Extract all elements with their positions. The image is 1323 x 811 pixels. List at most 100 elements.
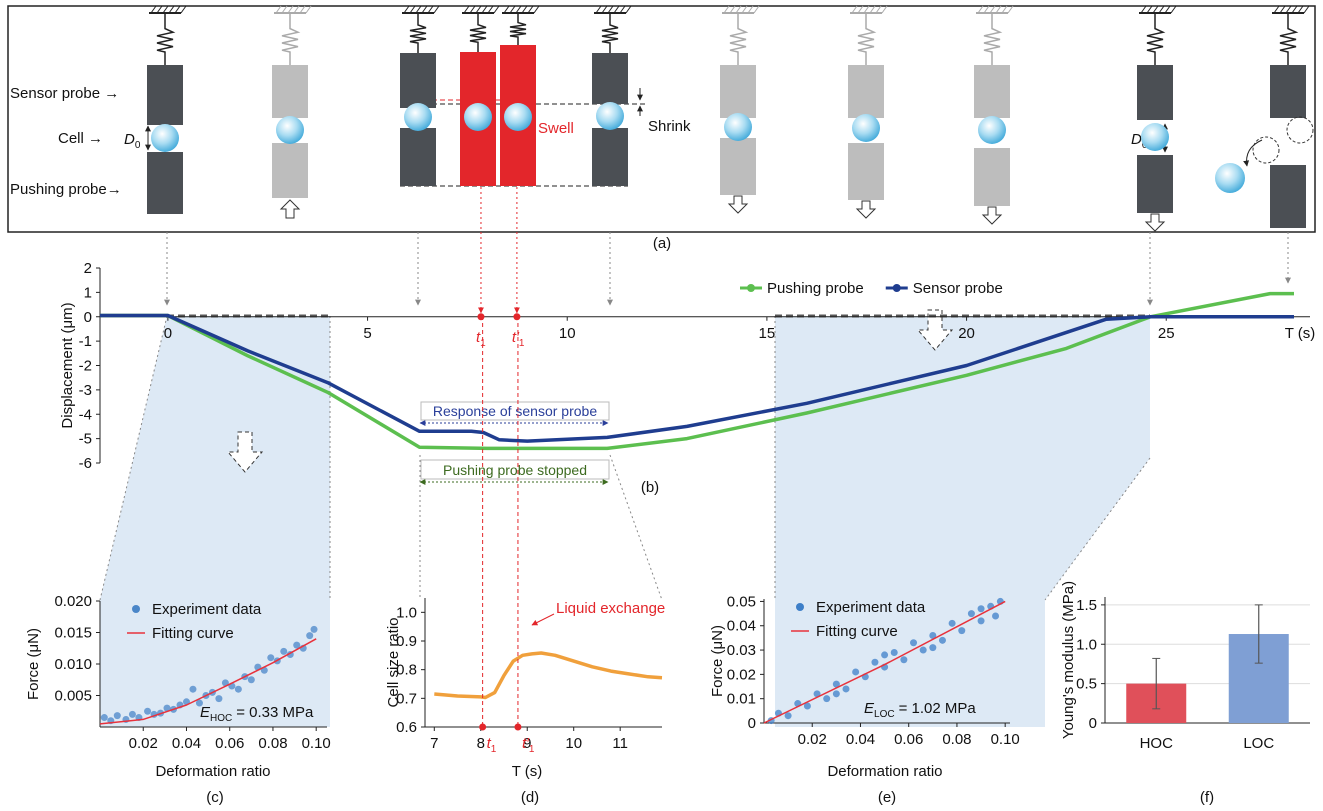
data-point (113, 712, 121, 720)
series-line (763, 600, 1006, 724)
ground-hatch (1291, 5, 1298, 14)
legend-swatch (796, 603, 804, 611)
marker-label-symbol: t′ (512, 329, 520, 346)
marker-label-symbol: t′ (522, 735, 530, 752)
y-tick-label: 0.020 (54, 593, 92, 610)
ground-hatch (1164, 5, 1171, 14)
hollow-arrows (226, 309, 954, 473)
modulus-subscript: LOC (874, 709, 895, 720)
ground-hatch (521, 5, 528, 14)
y-tick-label: -5 (79, 431, 92, 448)
y-tick-label: -6 (79, 455, 92, 472)
marker-dot (479, 723, 487, 731)
y-tick-label: 0.015 (54, 625, 92, 642)
x-tick-label: 0.08 (258, 735, 287, 752)
x-tick-label: 0.04 (172, 735, 201, 752)
annotation: Response of sensor probe (433, 403, 597, 419)
ground-hatch (1303, 5, 1310, 14)
cell (464, 103, 492, 131)
legend-label: Fitting curve (816, 623, 898, 640)
data-point (280, 647, 288, 655)
cell (276, 116, 304, 144)
series-line (434, 651, 663, 700)
y-tick-label: 0.5 (1076, 676, 1097, 693)
y-tick-label: 0.04 (727, 618, 756, 635)
ground-hatch (1140, 5, 1147, 14)
y-tick-label: -4 (79, 406, 92, 423)
x-axis-label: Deformation ratio (827, 763, 942, 780)
marker-label-subscript: 1 (480, 338, 486, 349)
data-point (832, 690, 840, 698)
spring (509, 13, 527, 45)
legend-swatch (132, 605, 140, 613)
d0-symbol: D (124, 131, 135, 148)
ground-hatch (493, 5, 500, 14)
y-axis-label: Force (μN) (25, 628, 42, 700)
ground-hatch (433, 5, 440, 14)
connectors (99, 232, 1291, 601)
y-tick-label: 0.7 (396, 690, 417, 707)
marker-label-subscript: 1 (529, 744, 535, 755)
ground-hatch (601, 5, 608, 14)
data-point (163, 704, 171, 712)
ground-hatch (1146, 5, 1153, 14)
ground-hatch (977, 5, 984, 14)
ground-hatch (403, 5, 410, 14)
probe (1137, 65, 1173, 120)
x-tick-label: 11 (612, 735, 628, 752)
y-tick-label: 0.9 (396, 633, 417, 650)
spring (983, 13, 1003, 65)
ground-hatch (723, 5, 730, 14)
x-tick-label: 0.04 (846, 731, 875, 748)
y-tick-label: 0 (1089, 715, 1097, 732)
spring (729, 13, 749, 65)
arrow (727, 195, 749, 214)
cell (504, 103, 532, 131)
x-tick-label: 7 (430, 735, 438, 752)
ground-hatch (595, 5, 602, 14)
y-tick-label: 1 (84, 284, 92, 301)
ground-hatch (287, 5, 294, 14)
marker-dot (477, 313, 485, 321)
ground-hatch (735, 5, 742, 14)
x-tick-label: HOC (1140, 735, 1174, 752)
y-tick-label: -1 (79, 333, 92, 350)
ground-hatch (299, 5, 306, 14)
y-tick-label: 2 (84, 260, 92, 277)
sensor-probe-label: Sensor probe → (10, 85, 119, 102)
cell-label: Cell → (58, 130, 103, 147)
probe (974, 148, 1010, 206)
probe (147, 65, 183, 125)
legend-swatch (747, 284, 755, 292)
ground-hatch (469, 5, 476, 14)
ground-hatch (162, 5, 169, 14)
y-tick-label: 0.010 (54, 656, 92, 673)
ground-hatch (863, 5, 870, 14)
ground-hatch (487, 5, 494, 14)
marker-label-subscript: 1 (491, 744, 497, 755)
y-tick-label: 0.005 (54, 688, 92, 705)
ground-hatch (753, 5, 760, 14)
ground-hatch (150, 5, 157, 14)
series-line (100, 291, 1294, 451)
y-axis-label: Force (μN) (709, 625, 726, 697)
pushing-probe-label: Pushing probe→ (10, 181, 122, 198)
shrink-label: Shrink (648, 118, 691, 135)
modulus: EHOC = 0.33 MPa (200, 704, 314, 724)
x-tick-label: 10 (559, 325, 576, 342)
ground-hatch (881, 5, 888, 14)
data-point (890, 648, 898, 656)
x-tick-label: 9 (523, 735, 531, 752)
data-point (881, 651, 889, 659)
cell-ghost (1286, 116, 1314, 144)
x-tick-label: LOC (1243, 735, 1274, 752)
data-point (910, 639, 918, 647)
modulus-subscript: HOC (210, 713, 232, 724)
ground-hatch (625, 5, 632, 14)
spring (469, 13, 487, 52)
modulus-symbol: E (864, 700, 875, 717)
marker-label: t′1 (512, 329, 525, 349)
d0-label: D0 (124, 131, 141, 151)
arrow (981, 206, 1003, 225)
data-point (948, 619, 956, 627)
